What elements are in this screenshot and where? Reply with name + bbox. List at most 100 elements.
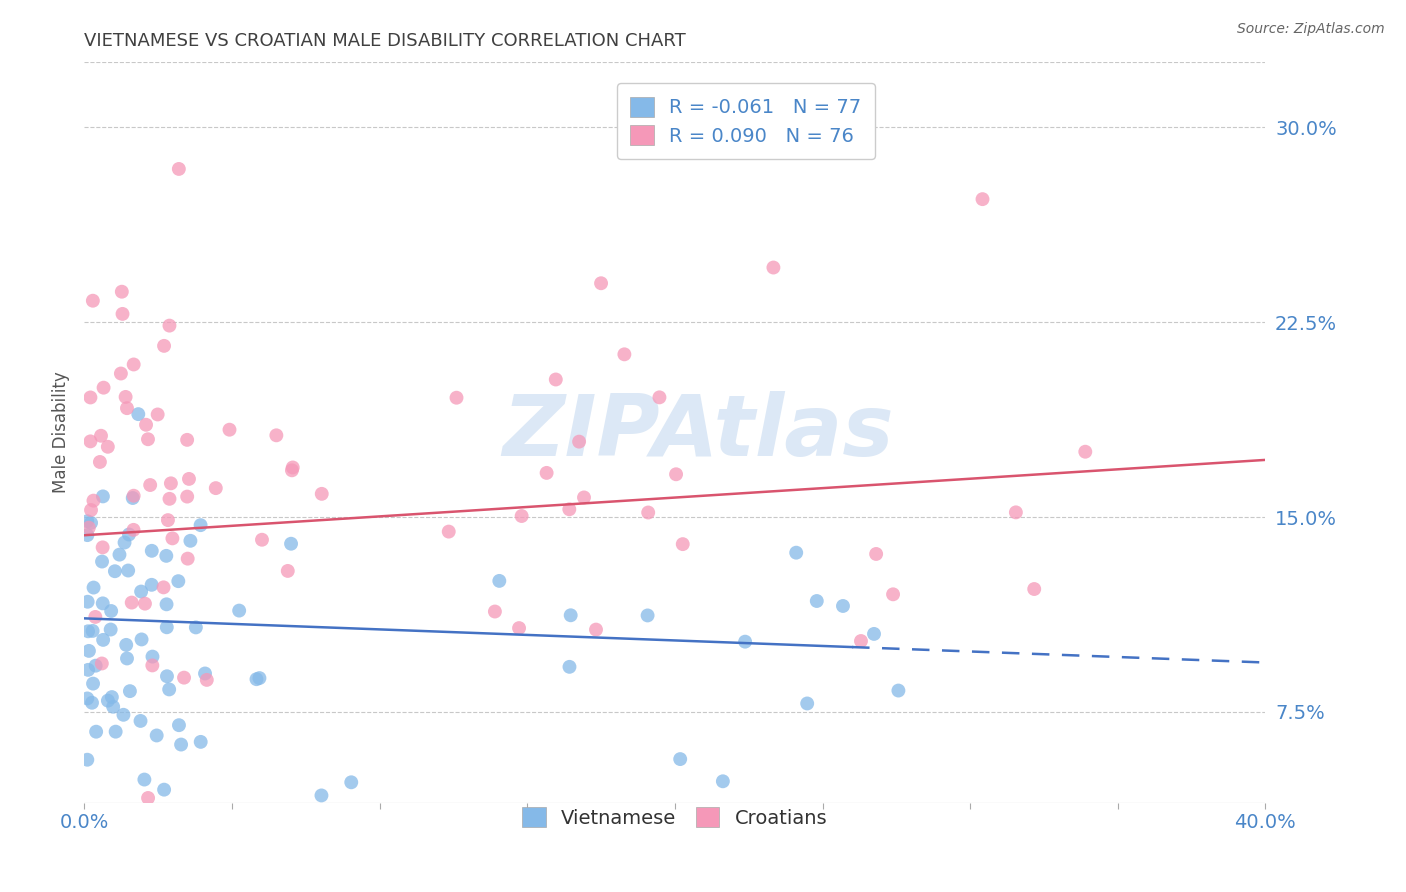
Point	[131, 632, 153, 647]
Point	[585, 623, 607, 637]
Point	[91, 541, 114, 555]
Point	[100, 604, 122, 618]
Point	[162, 532, 184, 546]
Point	[195, 673, 218, 687]
Point	[560, 608, 582, 623]
Point	[114, 390, 136, 404]
Point	[159, 491, 181, 506]
Point	[176, 490, 198, 504]
Point	[114, 535, 136, 549]
Point	[176, 551, 198, 566]
Point	[572, 491, 595, 505]
Point	[637, 608, 659, 623]
Point	[141, 544, 163, 558]
Point	[76, 514, 98, 528]
Point	[672, 537, 695, 551]
Point	[762, 260, 785, 275]
Point	[76, 528, 98, 542]
Point	[484, 605, 506, 619]
Point	[77, 624, 100, 639]
Text: ZIPAtlas: ZIPAtlas	[503, 391, 894, 475]
Point	[76, 753, 98, 767]
Point	[281, 463, 304, 477]
Point	[167, 574, 190, 589]
Y-axis label: Male Disability: Male Disability	[52, 372, 70, 493]
Point	[97, 693, 120, 707]
Point	[136, 791, 159, 805]
Point	[832, 599, 855, 613]
Point	[121, 596, 143, 610]
Point	[796, 697, 818, 711]
Point	[194, 666, 217, 681]
Point	[156, 513, 179, 527]
Point	[122, 358, 145, 372]
Point	[89, 455, 111, 469]
Point	[806, 594, 828, 608]
Point	[882, 587, 904, 601]
Point	[159, 318, 181, 333]
Point	[93, 381, 115, 395]
Point	[80, 696, 103, 710]
Point	[536, 466, 558, 480]
Point	[972, 192, 994, 206]
Point	[122, 523, 145, 537]
Point	[190, 735, 212, 749]
Point	[118, 527, 141, 541]
Point	[146, 408, 169, 422]
Point	[669, 752, 692, 766]
Point	[510, 509, 533, 524]
Point	[91, 632, 114, 647]
Point	[157, 682, 180, 697]
Point	[637, 506, 659, 520]
Point	[179, 533, 201, 548]
Point	[155, 549, 177, 563]
Point	[77, 663, 100, 677]
Point	[104, 724, 127, 739]
Point	[100, 623, 122, 637]
Point	[160, 476, 183, 491]
Point	[141, 578, 163, 592]
Point	[785, 546, 807, 560]
Point	[591, 277, 613, 291]
Point	[79, 434, 101, 449]
Point	[76, 595, 98, 609]
Point	[77, 644, 100, 658]
Point	[1074, 444, 1097, 458]
Text: Source: ZipAtlas.com: Source: ZipAtlas.com	[1237, 22, 1385, 37]
Point	[82, 676, 104, 690]
Point	[665, 467, 688, 482]
Point	[90, 657, 112, 671]
Point	[437, 524, 460, 539]
Point	[1005, 505, 1028, 519]
Point	[84, 658, 107, 673]
Point	[90, 429, 112, 443]
Point	[91, 596, 114, 610]
Point	[145, 729, 167, 743]
Point	[121, 491, 143, 505]
Point	[176, 433, 198, 447]
Point	[156, 620, 179, 634]
Point	[167, 161, 190, 176]
Point	[153, 339, 176, 353]
Point	[80, 516, 103, 530]
Point	[115, 401, 138, 416]
Point	[141, 658, 163, 673]
Point	[488, 574, 510, 588]
Point	[863, 627, 886, 641]
Point	[155, 597, 177, 611]
Point	[184, 620, 207, 634]
Legend: Vietnamese, Croatians: Vietnamese, Croatians	[509, 794, 841, 841]
Point	[340, 775, 363, 789]
Point	[245, 672, 267, 686]
Point	[190, 518, 212, 533]
Point	[111, 285, 134, 299]
Point	[887, 683, 910, 698]
Point	[111, 307, 134, 321]
Point	[76, 691, 98, 706]
Point	[204, 481, 226, 495]
Point	[446, 391, 468, 405]
Point	[177, 472, 200, 486]
Point	[558, 660, 581, 674]
Point	[250, 533, 273, 547]
Point	[122, 489, 145, 503]
